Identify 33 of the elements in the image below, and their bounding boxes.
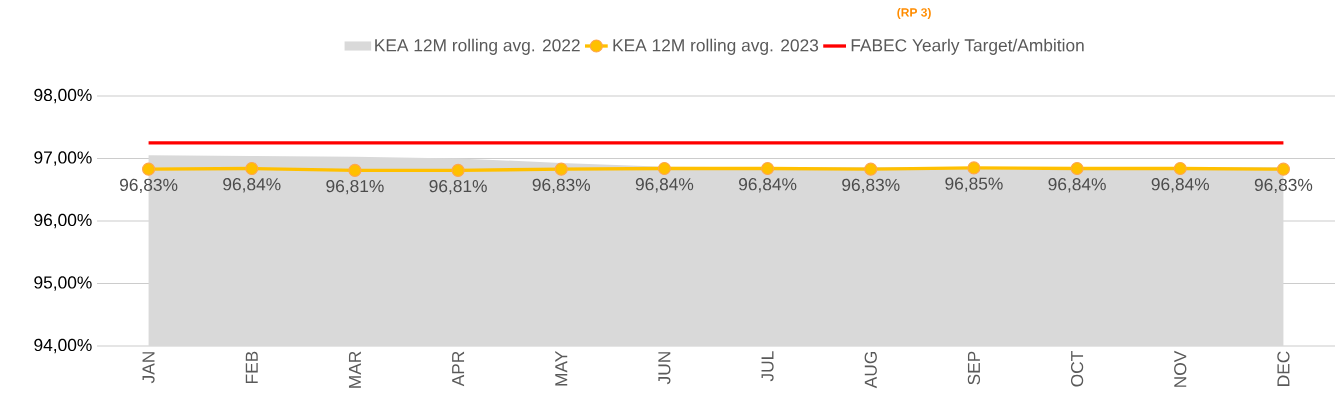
x-tick-label: JUL <box>761 351 774 382</box>
data-label: 96,84% <box>1151 178 1210 193</box>
data-label: 96,84% <box>1048 178 1106 193</box>
x-tick-label: DEC <box>1277 351 1290 386</box>
y-tick-label: 97,00% <box>34 151 92 166</box>
data-label: 96,81% <box>326 179 384 195</box>
x-tick-label: OCT <box>1070 351 1084 387</box>
data-label: 96,83% <box>120 178 178 194</box>
y-tick-label: 94,00% <box>34 338 92 354</box>
y-tick-label: 98,00% <box>34 88 92 104</box>
x-tick-label: NOV <box>1174 350 1187 387</box>
x-tick-label: APR <box>452 351 465 387</box>
data-label: 96,84% <box>739 178 797 193</box>
x-tick-label: SEP <box>967 351 981 385</box>
x-tick-label: FEB <box>245 351 258 383</box>
data-label: 96,85% <box>945 177 1003 192</box>
x-tick-label: JAN <box>142 352 155 384</box>
legend-label: KEA 12M rolling avg. 2022 <box>375 38 580 55</box>
x-tick-label: MAY <box>555 351 568 386</box>
legend-label: KEA 12M rolling avg. 2023 <box>613 38 819 55</box>
data-label: 96,84% <box>635 178 694 193</box>
data-label: 96,81% <box>429 179 487 195</box>
x-tick-label: MAR <box>348 351 361 388</box>
text: (RP 3) <box>897 7 931 20</box>
data-label: 96,84% <box>223 178 281 193</box>
y-tick-label: 95,00% <box>34 276 92 291</box>
x-tick-label: JUN <box>658 352 671 385</box>
data-label: 96,83% <box>842 178 900 194</box>
data-label: 96,83% <box>1254 178 1313 194</box>
legend-label: FABEC Yearly Target/Ambition <box>851 38 1084 55</box>
y-tick-label: 96,00% <box>34 213 92 229</box>
x-tick-label: AUG <box>864 352 877 389</box>
data-label: 96,83% <box>532 178 591 194</box>
